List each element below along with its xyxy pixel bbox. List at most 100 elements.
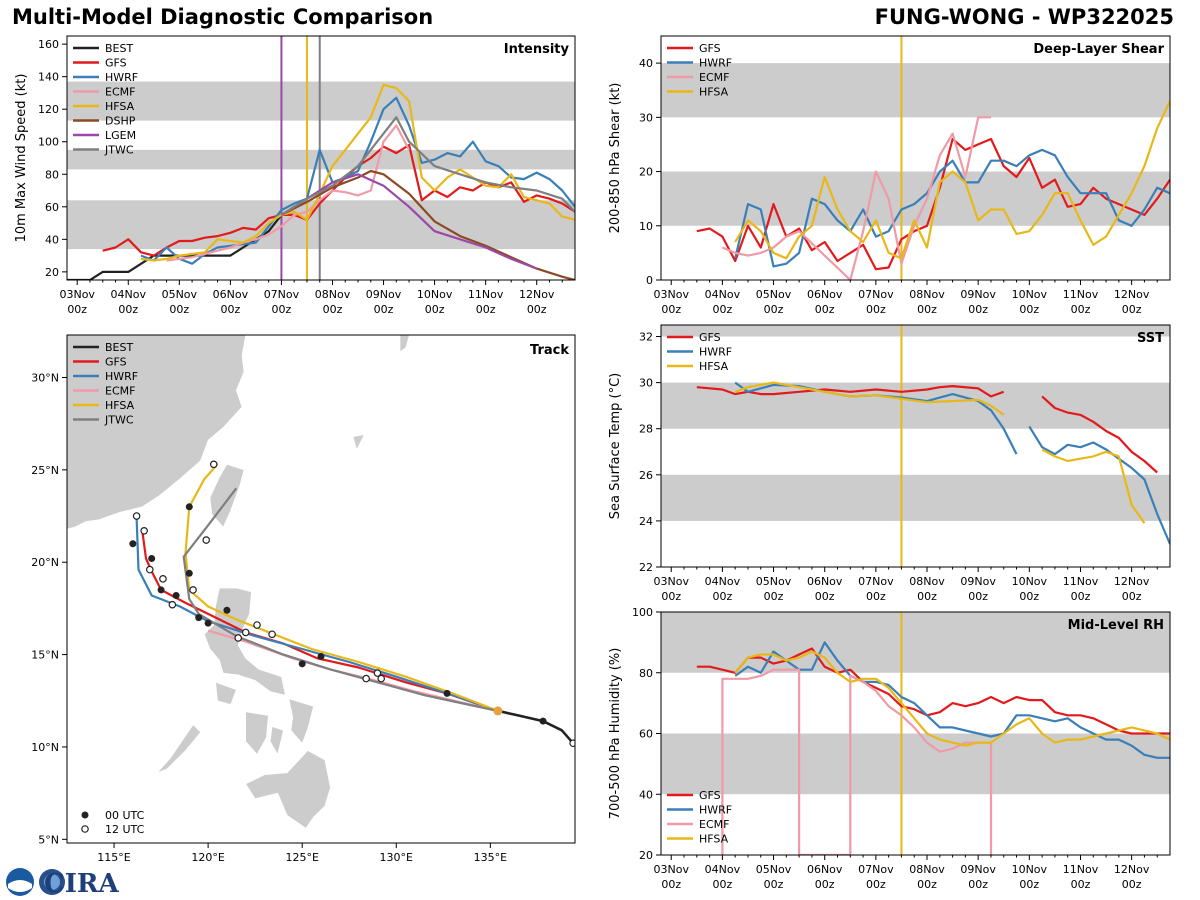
track-legend-best: BEST (105, 341, 133, 354)
intensity-xtick-label: 00z (220, 303, 240, 316)
land-panay-negros (245, 711, 269, 755)
intensity-band-0 (67, 200, 575, 250)
track-point-00z (185, 569, 193, 577)
intensity-ytick-label: 160 (38, 38, 59, 51)
rh-xtick-label: 00z (866, 878, 886, 891)
shear-xtick-label: 00z (1019, 303, 1039, 316)
page-title: Multi-Model Diagnostic Comparison (12, 5, 434, 29)
intensity-xtick-label: 00z (272, 303, 292, 316)
sst-line-hfsa-b (1041, 448, 1146, 524)
land-china (67, 335, 247, 530)
intensity-line-lgem (280, 173, 538, 270)
rh-xtick-label: 00z (1122, 878, 1142, 891)
intensity-xtick-label: 08Nov (315, 288, 351, 301)
shear-xtick-label: 00z (917, 303, 937, 316)
rh-xtick-label: 10Nov (1012, 863, 1048, 876)
track-legend-12z: 12 UTC (105, 823, 145, 836)
rh-xtick-label: 03Nov (653, 863, 689, 876)
track-panel: 115°E 120°E 125°E 130°E 135°E 5°N 10°N 15°N 20°N… (31, 334, 576, 864)
sst-xtick-label: 00z (815, 590, 835, 603)
rh-line-gfs (696, 647, 1170, 735)
land-cebu (269, 726, 284, 756)
intensity-legend-jtwc: JTWC (104, 144, 134, 157)
sst-xtick-label: 00z (1071, 590, 1091, 603)
sst-line-hwrf-b (1028, 425, 1170, 545)
track-point-00z (172, 591, 180, 599)
intensity-frame (66, 35, 576, 281)
intensity-legend-lgem: LGEM (105, 129, 136, 142)
rh-ytick-label: 40 (639, 788, 653, 801)
rh-xtick-label: 07Nov (858, 863, 894, 876)
land-okinawa (352, 434, 365, 451)
intensity-xtick-label: 00z (169, 303, 189, 316)
shear-panel: 03Nov 00z 04Nov 00z 05Nov 00z 06Nov 00z 07Nov 00z… (608, 35, 1171, 316)
sst-ytick-label: 24 (639, 515, 653, 528)
land-palawan (157, 724, 202, 774)
shear-xtick-label: 08Nov (909, 288, 945, 301)
intensity-band-1 (67, 149, 575, 170)
sst-legend-hfsa: HFSA (699, 360, 729, 373)
track-point-00z (148, 555, 156, 563)
shear-xtick-label: 12Nov (1114, 288, 1150, 301)
intensity-ytick-label: 40 (45, 233, 59, 246)
track-line-gfs (141, 530, 499, 712)
intensity-legend-best: BEST (105, 42, 133, 55)
shear-line-hfsa (734, 100, 1170, 260)
sst-ytick-label: 30 (639, 377, 653, 390)
track-frame (66, 334, 576, 844)
shear-ytick-label: 10 (639, 220, 653, 233)
intensity-xtick-label: 03Nov (59, 288, 95, 301)
rh-legend-gfs: GFS (699, 789, 721, 802)
land-kyushu (399, 335, 410, 353)
shear-legend-hwrf: HWRF (699, 57, 732, 70)
track-xtick-label: 120°E (191, 851, 224, 864)
rh-xtick-label: 00z (815, 878, 835, 891)
track-current-position (493, 706, 503, 716)
intensity-ytick-label: 120 (38, 103, 59, 116)
sst-xtick-label: 00z (968, 590, 988, 603)
rh-plot-area (661, 612, 1170, 855)
sst-frame (660, 324, 1171, 568)
intensity-xtick-label: 11Nov (468, 288, 504, 301)
intensity-xtick-label: 10Nov (417, 288, 453, 301)
shear-xtick-label: 00z (1122, 303, 1142, 316)
rh-xtick-label: 00z (712, 878, 732, 891)
sst-xtick-label: 09Nov (960, 575, 996, 588)
track-map-area (67, 335, 575, 829)
rh-xtick-label: 00z (764, 878, 784, 891)
sst-line-gfs-b (1041, 395, 1158, 474)
intensity-legend-hwrf: HWRF (105, 71, 138, 84)
rh-ytick-label: 60 (639, 728, 653, 741)
intensity-ytick-label: 60 (45, 201, 59, 214)
track-xtick-label: 130°E (380, 851, 413, 864)
track-point-00z (195, 614, 203, 622)
sst-line-hfsa (734, 381, 1005, 416)
rh-band-1 (661, 612, 1170, 673)
shear-xtick-label: 06Nov (807, 288, 843, 301)
intensity-xtick-label: 00z (323, 303, 343, 316)
rh-line-ecmf (721, 668, 993, 855)
shear-ylabel: 200-850 hPa Shear (kt) (608, 83, 623, 234)
track-point-00z (185, 503, 193, 511)
track-point-00z (157, 586, 165, 594)
shear-xtick-label: 07Nov (858, 288, 894, 301)
shear-ytick-label: 0 (646, 274, 653, 287)
rh-band-0 (661, 733, 1170, 795)
rh-xtick-label: 11Nov (1063, 863, 1099, 876)
intensity-legend-ecmf: ECMF (105, 86, 135, 99)
track-point-12z (373, 669, 382, 677)
intensity-xtick-label: 00z (67, 303, 87, 316)
track-point-12z (168, 600, 177, 609)
rh-xtick-label: 05Nov (756, 863, 792, 876)
intensity-ytick-label: 140 (38, 71, 59, 84)
cira-logo: CIRA (4, 866, 119, 899)
track-legend-jtwc: JTWC (104, 414, 134, 427)
intensity-panel: 03Nov 00z 04Nov 00z 05Nov 00z 06Nov 00z 07Nov 00z… (14, 35, 576, 316)
track-point-12z (189, 586, 197, 594)
intensity-title: Intensity (504, 42, 570, 57)
shear-xtick-label: 00z (815, 303, 835, 316)
intensity-xtick-label: 00z (425, 303, 445, 316)
track-point-12z (132, 512, 141, 520)
shear-xtick-label: 11Nov (1063, 288, 1099, 301)
rh-legend-hfsa: HFSA (699, 833, 729, 846)
